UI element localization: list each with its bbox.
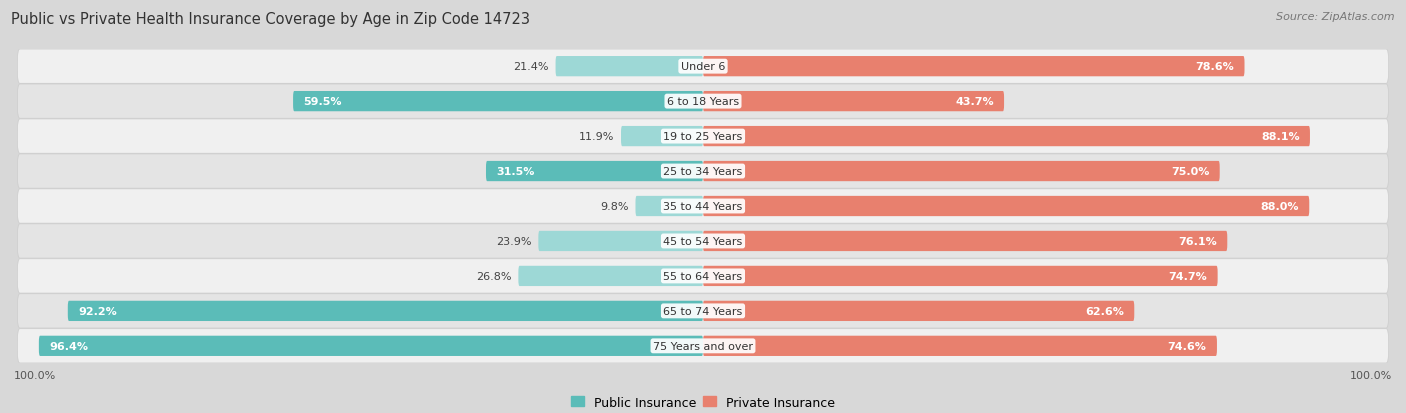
Text: 74.6%: 74.6% bbox=[1168, 341, 1206, 351]
FancyBboxPatch shape bbox=[703, 336, 1218, 356]
Text: 19 to 25 Years: 19 to 25 Years bbox=[664, 132, 742, 142]
FancyBboxPatch shape bbox=[292, 92, 703, 112]
Text: 31.5%: 31.5% bbox=[496, 166, 534, 177]
FancyBboxPatch shape bbox=[67, 301, 703, 321]
FancyBboxPatch shape bbox=[703, 161, 1219, 182]
Text: 21.4%: 21.4% bbox=[513, 62, 548, 72]
FancyBboxPatch shape bbox=[703, 231, 1227, 252]
Text: 88.0%: 88.0% bbox=[1260, 202, 1299, 211]
Text: 100.0%: 100.0% bbox=[1350, 370, 1392, 380]
FancyBboxPatch shape bbox=[703, 197, 1309, 216]
Text: Source: ZipAtlas.com: Source: ZipAtlas.com bbox=[1277, 12, 1395, 22]
FancyBboxPatch shape bbox=[17, 190, 1389, 223]
FancyBboxPatch shape bbox=[17, 50, 1389, 84]
Text: Under 6: Under 6 bbox=[681, 62, 725, 72]
Text: 25 to 34 Years: 25 to 34 Years bbox=[664, 166, 742, 177]
Legend: Public Insurance, Private Insurance: Public Insurance, Private Insurance bbox=[567, 391, 839, 413]
FancyBboxPatch shape bbox=[17, 259, 1389, 293]
Text: 65 to 74 Years: 65 to 74 Years bbox=[664, 306, 742, 316]
Text: 9.8%: 9.8% bbox=[600, 202, 628, 211]
FancyBboxPatch shape bbox=[703, 127, 1310, 147]
Text: 6 to 18 Years: 6 to 18 Years bbox=[666, 97, 740, 107]
FancyBboxPatch shape bbox=[636, 197, 703, 216]
FancyBboxPatch shape bbox=[17, 85, 1389, 119]
Text: 62.6%: 62.6% bbox=[1085, 306, 1123, 316]
Text: 100.0%: 100.0% bbox=[14, 370, 56, 380]
FancyBboxPatch shape bbox=[703, 57, 1244, 77]
Text: 75 Years and over: 75 Years and over bbox=[652, 341, 754, 351]
Text: 23.9%: 23.9% bbox=[496, 236, 531, 247]
FancyBboxPatch shape bbox=[17, 329, 1389, 363]
Text: 26.8%: 26.8% bbox=[477, 271, 512, 281]
Text: 74.7%: 74.7% bbox=[1168, 271, 1208, 281]
Text: Public vs Private Health Insurance Coverage by Age in Zip Code 14723: Public vs Private Health Insurance Cover… bbox=[11, 12, 530, 27]
Text: 11.9%: 11.9% bbox=[579, 132, 614, 142]
Text: 75.0%: 75.0% bbox=[1171, 166, 1209, 177]
Text: 35 to 44 Years: 35 to 44 Years bbox=[664, 202, 742, 211]
Text: 96.4%: 96.4% bbox=[49, 341, 89, 351]
FancyBboxPatch shape bbox=[17, 120, 1389, 154]
FancyBboxPatch shape bbox=[17, 224, 1389, 259]
Text: 88.1%: 88.1% bbox=[1261, 132, 1299, 142]
FancyBboxPatch shape bbox=[703, 266, 1218, 286]
Text: 76.1%: 76.1% bbox=[1178, 236, 1218, 247]
FancyBboxPatch shape bbox=[519, 266, 703, 286]
FancyBboxPatch shape bbox=[17, 294, 1389, 328]
Text: 45 to 54 Years: 45 to 54 Years bbox=[664, 236, 742, 247]
Text: 59.5%: 59.5% bbox=[304, 97, 342, 107]
Text: 55 to 64 Years: 55 to 64 Years bbox=[664, 271, 742, 281]
FancyBboxPatch shape bbox=[538, 231, 703, 252]
Text: 43.7%: 43.7% bbox=[955, 97, 994, 107]
Text: 92.2%: 92.2% bbox=[79, 306, 117, 316]
FancyBboxPatch shape bbox=[17, 154, 1389, 189]
FancyBboxPatch shape bbox=[703, 92, 1004, 112]
FancyBboxPatch shape bbox=[555, 57, 703, 77]
FancyBboxPatch shape bbox=[621, 127, 703, 147]
FancyBboxPatch shape bbox=[39, 336, 703, 356]
FancyBboxPatch shape bbox=[703, 301, 1135, 321]
FancyBboxPatch shape bbox=[486, 161, 703, 182]
Text: 78.6%: 78.6% bbox=[1195, 62, 1234, 72]
